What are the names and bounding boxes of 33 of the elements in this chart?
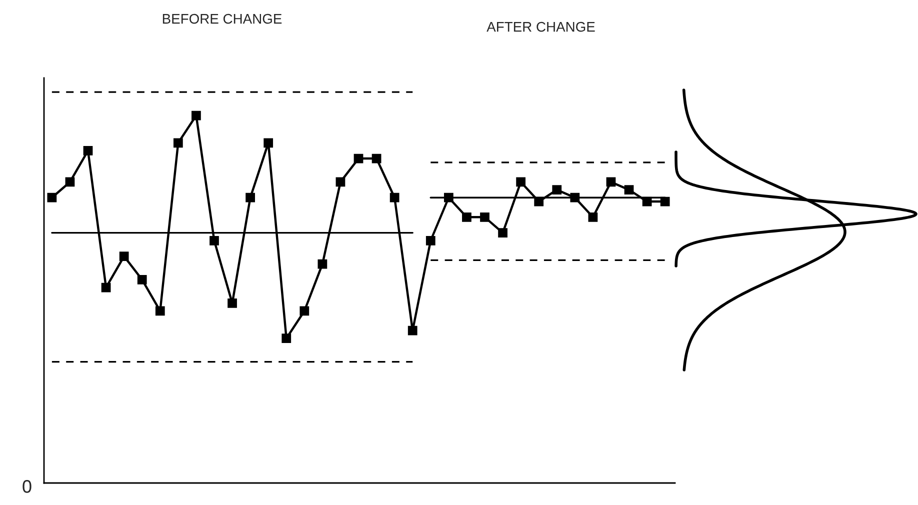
point: [119, 252, 129, 261]
point: [372, 154, 382, 164]
point: [300, 306, 310, 316]
point: [516, 177, 526, 187]
point: [83, 146, 93, 156]
point: [480, 212, 490, 222]
point: [264, 138, 274, 148]
point: [137, 275, 147, 284]
point: [354, 154, 364, 164]
point: [318, 259, 328, 269]
point: [173, 138, 183, 148]
point: [246, 192, 255, 202]
point: [498, 228, 508, 238]
point: [282, 334, 292, 344]
point: [155, 306, 165, 316]
point: [65, 177, 75, 187]
point: [462, 212, 472, 222]
point: [624, 185, 634, 194]
point: [192, 110, 201, 120]
point: [606, 177, 616, 187]
text: BEFORE CHANGE: [162, 14, 282, 24]
point: [336, 177, 346, 187]
point: [210, 236, 219, 246]
point: [426, 236, 436, 246]
point: [408, 326, 418, 336]
text: AFTER CHANGE: [486, 22, 595, 32]
text: 0: [22, 480, 32, 493]
point: [47, 192, 57, 202]
point: [228, 298, 237, 308]
point: [588, 212, 598, 222]
point: [390, 192, 400, 202]
point: [552, 185, 562, 194]
point: [101, 282, 111, 292]
